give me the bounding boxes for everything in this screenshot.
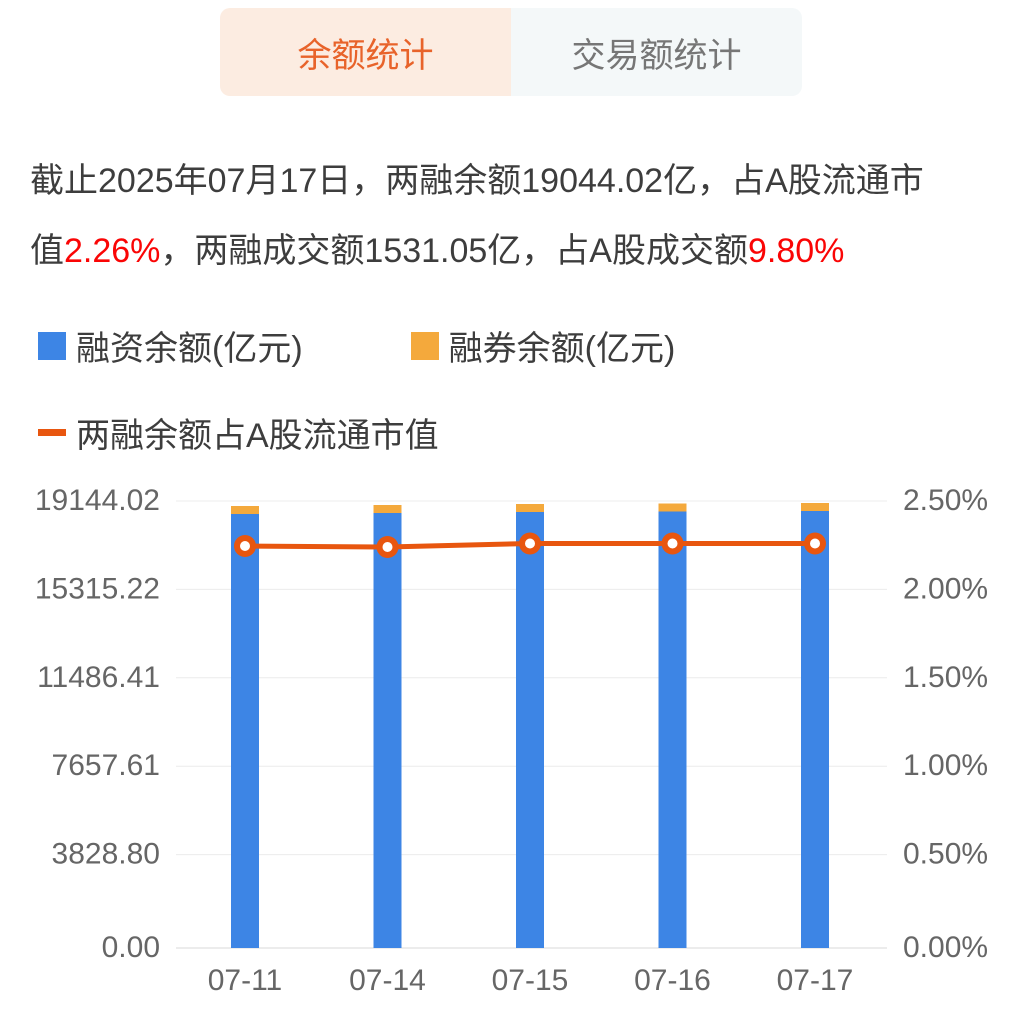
svg-text:1.00%: 1.00% [903, 749, 988, 782]
svg-text:07-17: 07-17 [777, 964, 854, 997]
svg-text:3828.80: 3828.80 [52, 838, 160, 871]
svg-text:15315.22: 15315.22 [35, 572, 160, 605]
svg-text:2.00%: 2.00% [903, 572, 988, 605]
svg-text:0.00: 0.00 [102, 931, 160, 964]
svg-text:19144.02: 19144.02 [35, 484, 160, 517]
svg-text:0.00%: 0.00% [903, 931, 988, 964]
svg-text:07-16: 07-16 [634, 964, 711, 997]
svg-text:07-14: 07-14 [349, 964, 426, 997]
svg-text:07-11: 07-11 [208, 964, 283, 997]
svg-text:07-15: 07-15 [492, 964, 569, 997]
svg-text:2.50%: 2.50% [903, 484, 988, 517]
svg-text:7657.61: 7657.61 [52, 749, 160, 782]
svg-text:0.50%: 0.50% [903, 838, 988, 871]
svg-text:11486.41: 11486.41 [37, 661, 160, 694]
svg-text:1.50%: 1.50% [903, 661, 988, 694]
